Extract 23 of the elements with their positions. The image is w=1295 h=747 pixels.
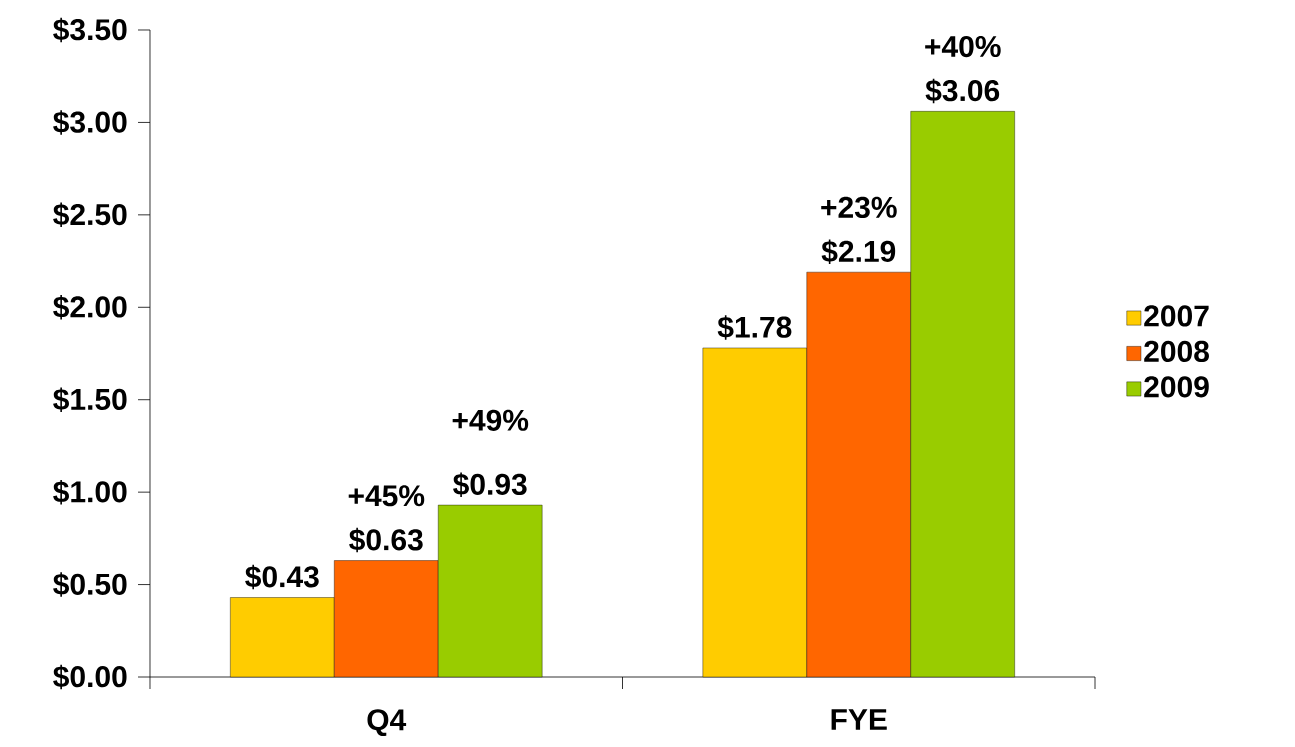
y-tick-label: $1.50 (53, 387, 127, 412)
legend-label: 2008 (1144, 340, 1209, 363)
data-label: $0.93 (453, 472, 527, 497)
data-label: $0.63 (349, 527, 423, 553)
y-tick-label: $2.50 (53, 202, 127, 228)
x-tick-label: FYE (831, 709, 887, 730)
y-tick-label: $0.00 (53, 664, 127, 690)
y-tick-label: $0.50 (53, 572, 127, 597)
y-tick-label: $2.00 (53, 295, 127, 320)
data-label: $3.06 (925, 78, 1000, 104)
legend-label: 2007 (1144, 305, 1209, 327)
x-tick-label: Q4 (367, 709, 407, 737)
y-tick-label: $1.00 (53, 479, 127, 505)
annotation: +49% (452, 409, 529, 431)
data-label: $1.78 (717, 315, 792, 340)
annotation: +45% (348, 485, 425, 507)
y-tick-label: $3.00 (53, 110, 127, 135)
annotation: +23% (821, 196, 897, 218)
data-label: $0.43 (245, 564, 319, 590)
annotation: +40% (925, 35, 1001, 58)
y-tick-label: $3.50 (53, 17, 127, 43)
legend-label: 2009 (1144, 376, 1209, 398)
data-label: $2.19 (821, 239, 896, 264)
